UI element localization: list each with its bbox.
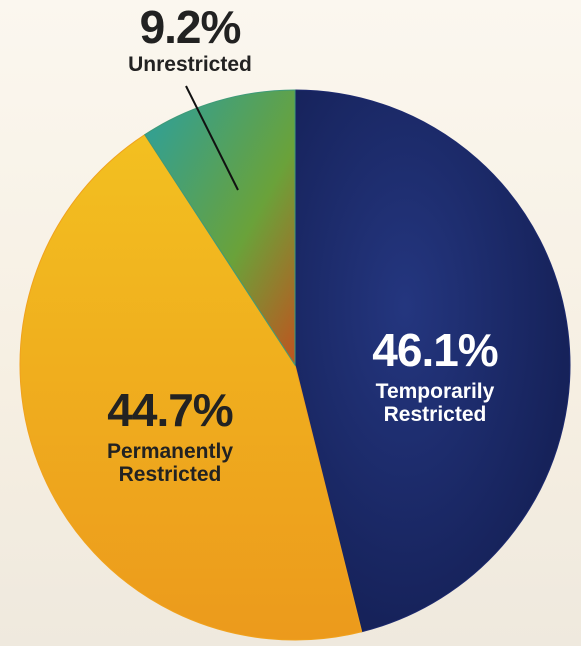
category-label: Temporarily Restricted bbox=[375, 379, 495, 426]
slice-label: 9.2% Unrestricted bbox=[90, 2, 290, 76]
value-label: 9.2% bbox=[139, 1, 242, 53]
pie-slice bbox=[144, 89, 296, 367]
value-label: 44.7% bbox=[107, 384, 233, 436]
value-label: 46.1% bbox=[372, 324, 498, 376]
pie-slice bbox=[19, 133, 363, 641]
pie bbox=[19, 89, 571, 641]
pie-slice bbox=[294, 89, 571, 633]
slice-label: 44.7% Permanently Restricted bbox=[70, 385, 270, 486]
category-label: Unrestricted bbox=[128, 52, 252, 76]
category-label: Permanently Restricted bbox=[106, 439, 234, 486]
leader-line bbox=[185, 85, 239, 191]
slice-label: 46.1% Temporarily Restricted bbox=[335, 325, 535, 426]
